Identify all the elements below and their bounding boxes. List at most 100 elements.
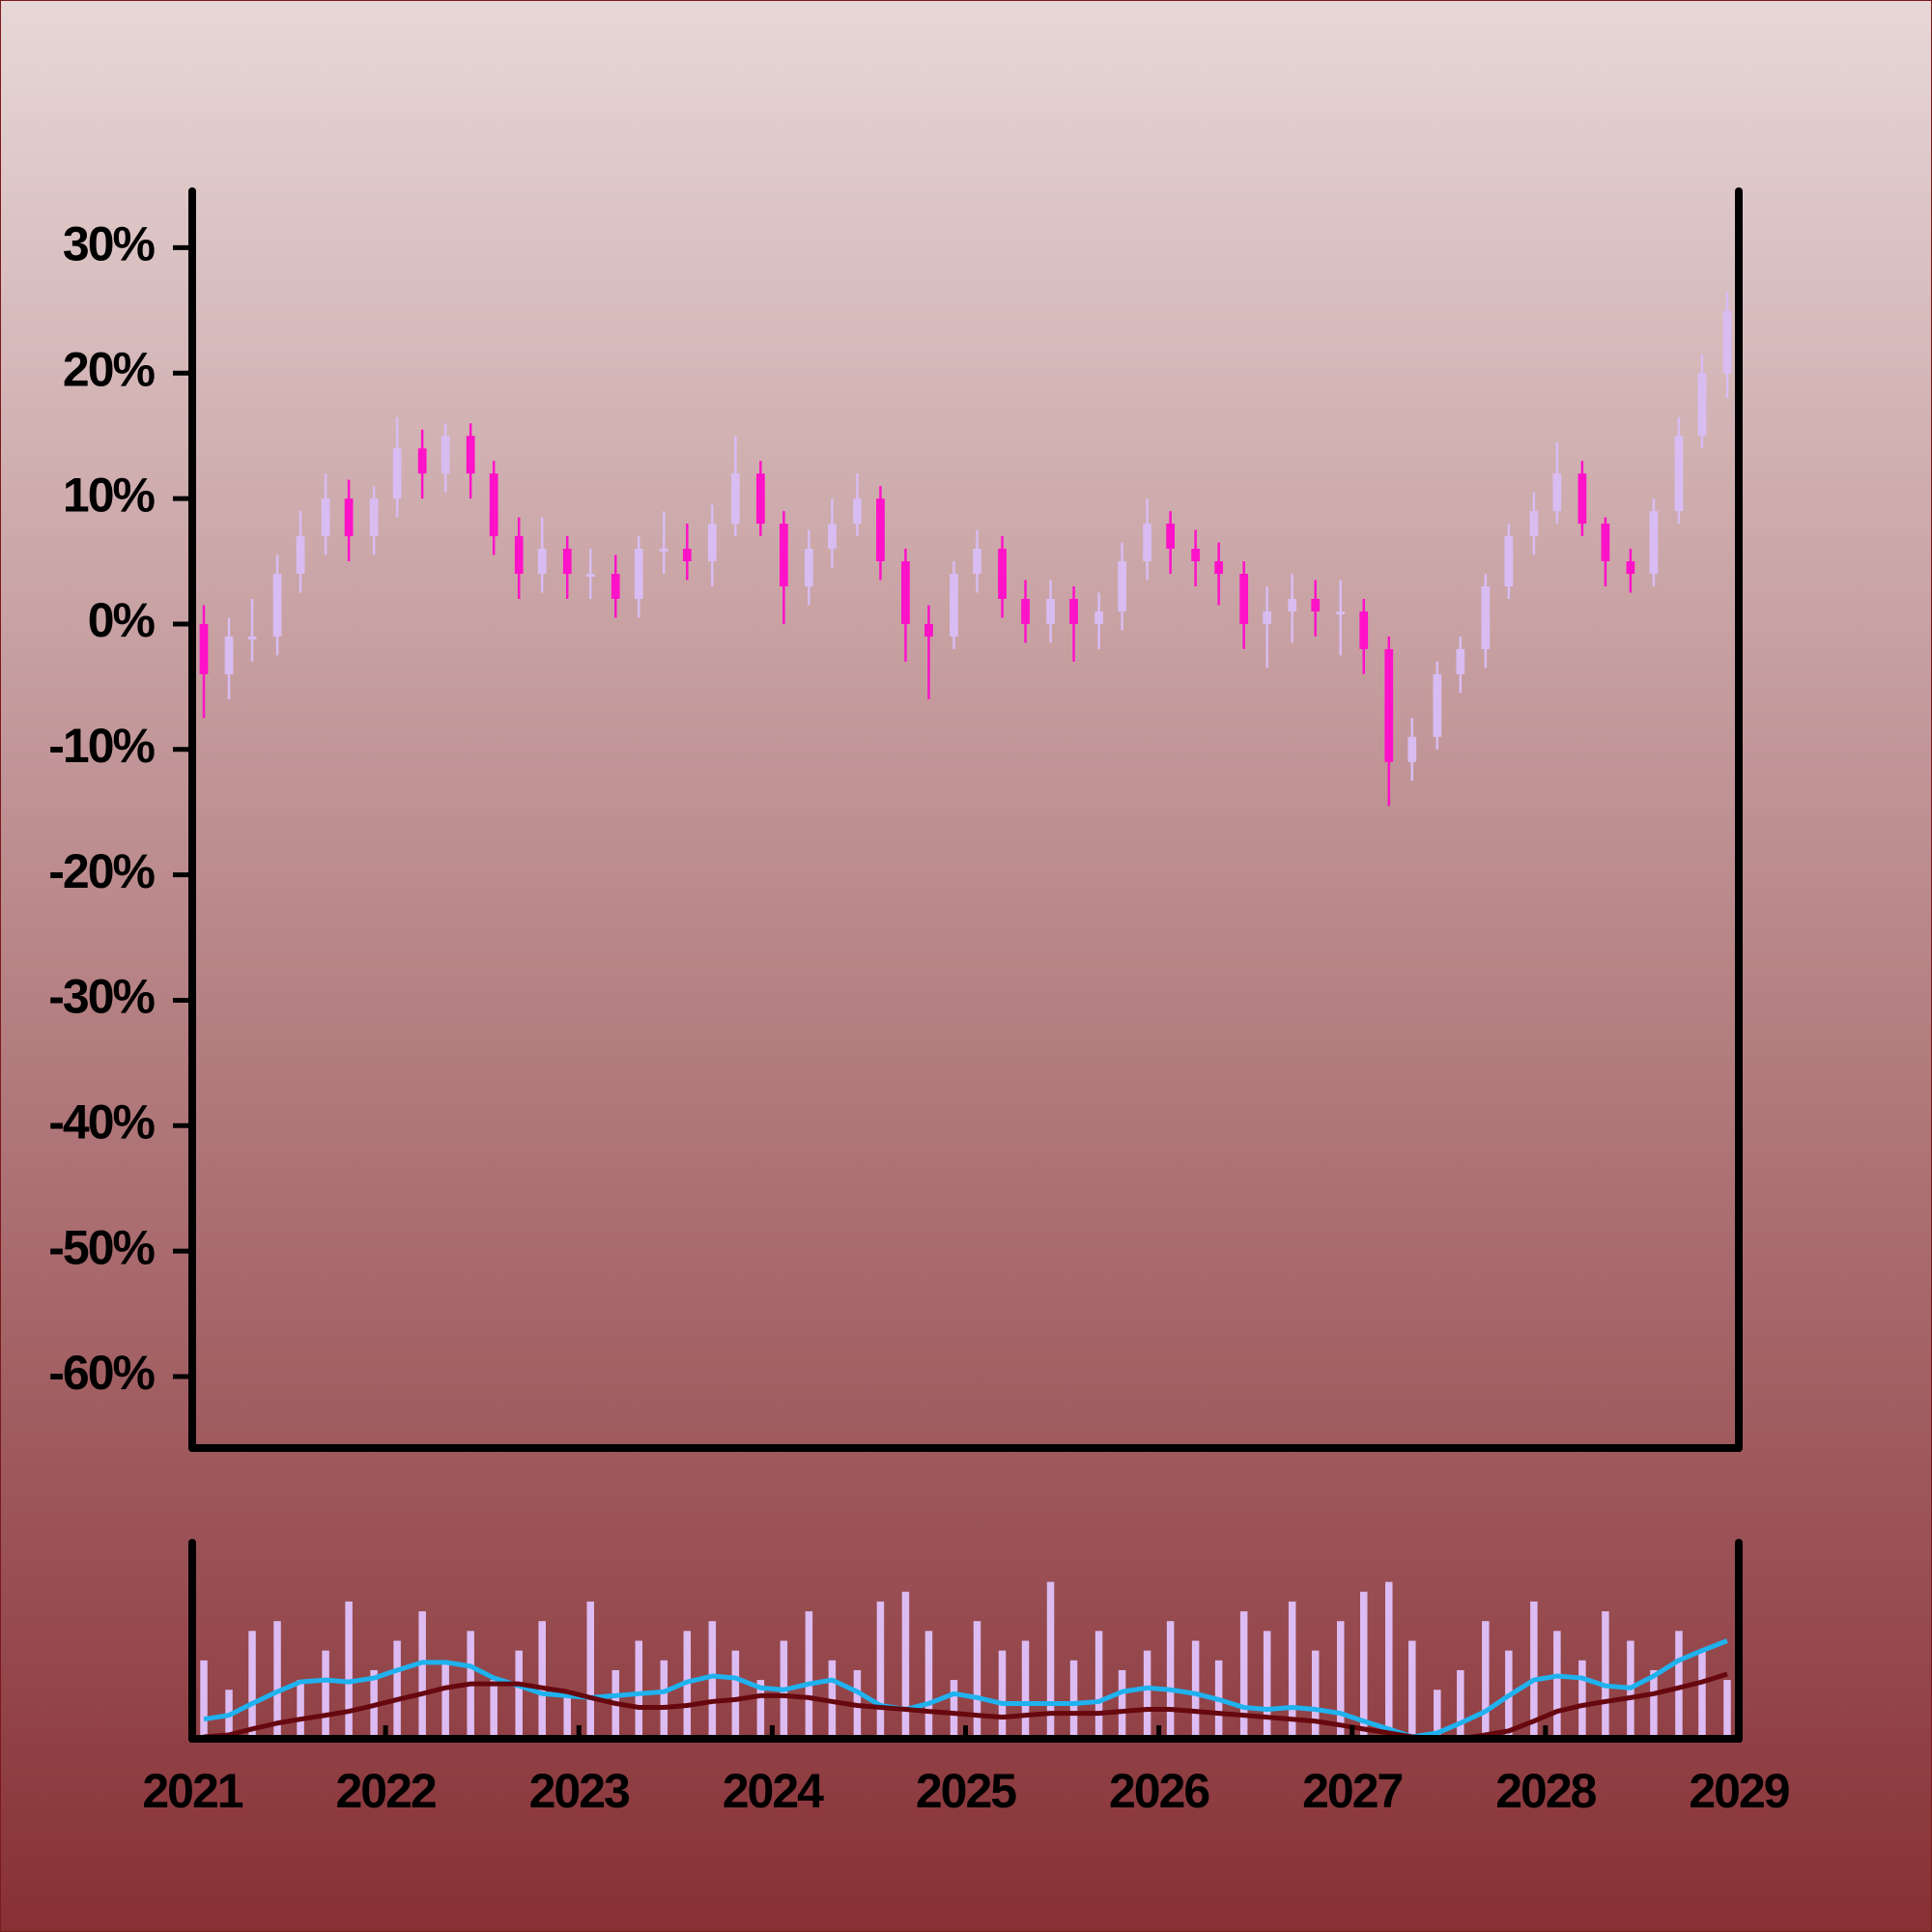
candle-body bbox=[1552, 473, 1562, 512]
candle-body bbox=[805, 549, 813, 586]
candle-body bbox=[1456, 648, 1465, 674]
volume-bar bbox=[441, 1660, 449, 1739]
volume-bar bbox=[1336, 1621, 1345, 1739]
candle-body bbox=[973, 549, 981, 575]
candle-body bbox=[585, 574, 595, 578]
volume-bar bbox=[273, 1621, 281, 1739]
volume-bar bbox=[322, 1650, 329, 1739]
y-tick-label: -60% bbox=[48, 1346, 155, 1400]
y-tick-label: -50% bbox=[48, 1220, 155, 1274]
volume-bar bbox=[563, 1690, 571, 1739]
candle-body bbox=[321, 498, 330, 537]
volume-bar bbox=[1675, 1631, 1683, 1739]
candle-body bbox=[634, 549, 643, 599]
volume-bar bbox=[1311, 1650, 1320, 1739]
volume-bar bbox=[1578, 1660, 1586, 1739]
candle-body bbox=[1697, 373, 1707, 437]
volume-bar bbox=[1482, 1621, 1490, 1739]
candle-body bbox=[901, 561, 910, 624]
candle-body bbox=[392, 448, 402, 499]
volume-bar bbox=[1385, 1581, 1393, 1739]
y-tick-label: 0% bbox=[88, 593, 156, 647]
candle-body bbox=[876, 498, 885, 562]
volume-bar bbox=[1698, 1650, 1706, 1739]
volume-bar bbox=[393, 1640, 401, 1739]
volume-bar bbox=[1021, 1640, 1030, 1739]
volume-bar bbox=[805, 1611, 813, 1739]
candle-body bbox=[1481, 585, 1491, 649]
candle-body bbox=[611, 574, 620, 599]
candle-body bbox=[369, 498, 379, 537]
volume-bar bbox=[1143, 1650, 1151, 1739]
volume-bar bbox=[1094, 1631, 1103, 1739]
volume-bar bbox=[635, 1640, 643, 1739]
candle-body bbox=[1263, 611, 1272, 624]
candle-body bbox=[707, 524, 717, 562]
candle-body bbox=[1021, 598, 1030, 624]
volume-bar bbox=[708, 1621, 717, 1739]
candle-body bbox=[1118, 561, 1126, 611]
candle-body bbox=[1311, 598, 1321, 611]
candle-body bbox=[489, 473, 498, 537]
volume-bar bbox=[1360, 1591, 1368, 1739]
volume-bar bbox=[1530, 1601, 1538, 1739]
volume-bar bbox=[297, 1680, 304, 1739]
volume-bar bbox=[586, 1601, 595, 1739]
volume-bar bbox=[200, 1660, 208, 1739]
volume-bar bbox=[1046, 1581, 1055, 1739]
candle-body bbox=[682, 549, 692, 562]
candle-body bbox=[1214, 561, 1224, 575]
volume-bar bbox=[1457, 1669, 1464, 1739]
x-tick-label: 2027 bbox=[1302, 1764, 1402, 1818]
candle-body bbox=[1626, 561, 1635, 575]
candle-body bbox=[1143, 524, 1151, 562]
plot-area: -60% -50% -40% -30% -20% -10% 0% 10% 20% 30% 2021 2… bbox=[48, 187, 1791, 1818]
volume-bar bbox=[418, 1611, 426, 1739]
volume-bar bbox=[901, 1591, 910, 1739]
candle-body bbox=[1191, 549, 1201, 562]
candle-body bbox=[1166, 524, 1176, 550]
candle-body bbox=[1577, 473, 1587, 525]
x-tick-label: 2022 bbox=[336, 1764, 436, 1818]
candle-body bbox=[1288, 598, 1297, 611]
candle-body bbox=[537, 549, 547, 575]
volume-bar bbox=[1434, 1690, 1441, 1739]
candle-body bbox=[659, 549, 668, 553]
volume-bar bbox=[1650, 1669, 1658, 1739]
candle-body bbox=[755, 473, 765, 525]
candle-body bbox=[562, 549, 572, 575]
candle-body bbox=[1069, 598, 1078, 624]
candle-body bbox=[998, 549, 1007, 599]
volume-bar bbox=[1118, 1669, 1126, 1739]
volume-bar bbox=[1288, 1601, 1296, 1739]
volume-bar bbox=[1553, 1631, 1561, 1739]
moving-average-line bbox=[203, 1638, 1728, 1740]
candle-body bbox=[1046, 598, 1055, 624]
volume-bar bbox=[1263, 1631, 1271, 1739]
candle-body bbox=[440, 436, 450, 474]
y-tick-label: 20% bbox=[63, 342, 156, 396]
volume-bar bbox=[490, 1680, 497, 1739]
candle-body bbox=[780, 524, 788, 586]
candle-body bbox=[853, 498, 862, 525]
volume-bar bbox=[973, 1621, 981, 1739]
x-tick-label: 2024 bbox=[723, 1764, 824, 1818]
candle-body bbox=[924, 623, 933, 637]
volume-bar bbox=[248, 1631, 256, 1739]
volume-bar bbox=[660, 1660, 668, 1739]
candle-body bbox=[950, 574, 958, 637]
volume-bar bbox=[731, 1650, 740, 1739]
y-tick-label: -10% bbox=[48, 719, 155, 773]
y-tick-label: -30% bbox=[48, 970, 155, 1024]
volume-bar bbox=[1191, 1640, 1200, 1739]
candle-body bbox=[199, 623, 209, 674]
volume-bar bbox=[1166, 1621, 1175, 1739]
candle-body bbox=[1601, 524, 1610, 562]
x-tick-label: 2023 bbox=[529, 1764, 629, 1818]
volume-bar bbox=[1408, 1640, 1416, 1739]
candle-body bbox=[247, 636, 257, 639]
candle-body bbox=[272, 574, 282, 637]
volume-bar bbox=[538, 1621, 546, 1739]
